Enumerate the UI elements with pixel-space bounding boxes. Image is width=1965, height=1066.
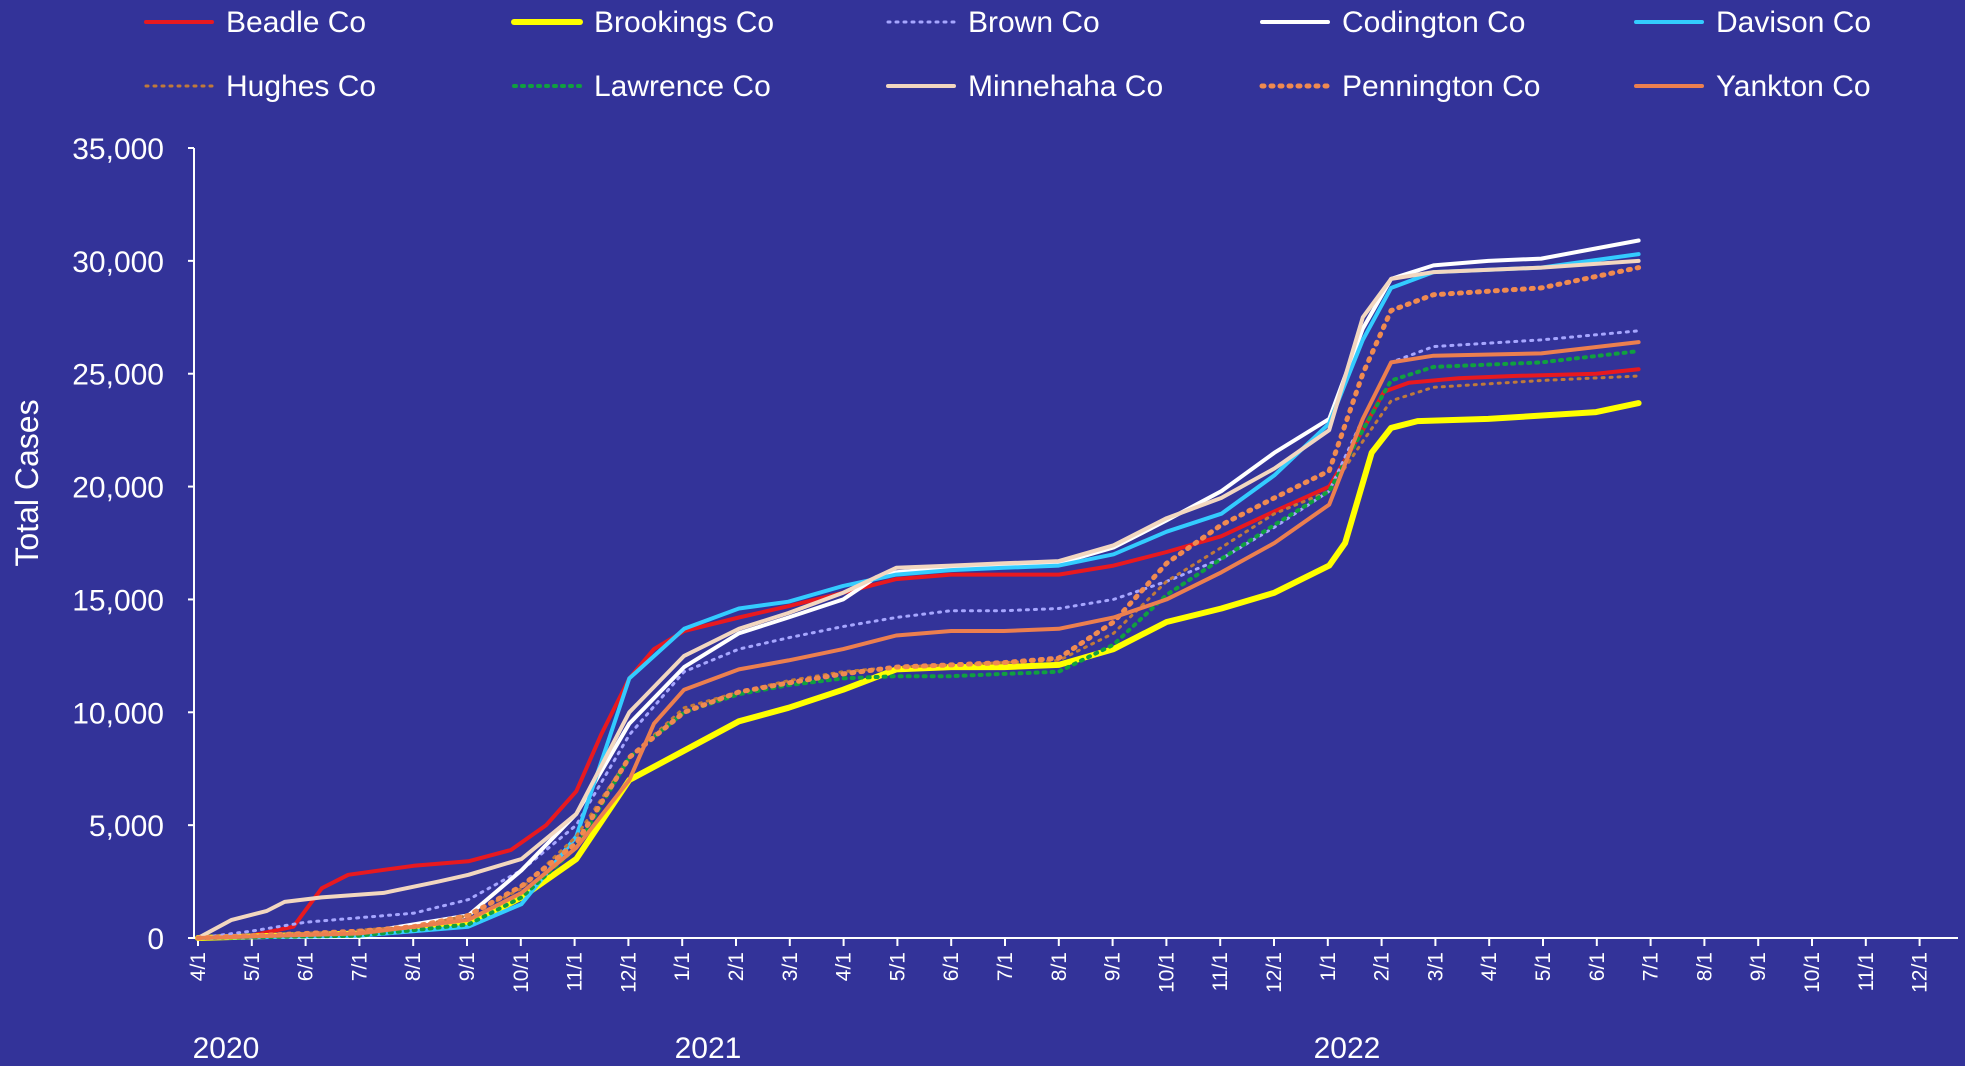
- legend: Beadle Co Brookings Co Brown Co Codington C…: [144, 6, 1871, 103]
- legend-label: Brown Co: [968, 6, 1100, 39]
- x-tick-label: 3/1: [779, 952, 802, 981]
- x-tick-label: 12/1: [617, 952, 640, 993]
- legend-label: Codington Co: [1342, 6, 1525, 39]
- x-tick-label: 5/1: [886, 952, 909, 981]
- x-tick-label: 9/1: [456, 952, 479, 981]
- series-line-beadle-co: [196, 367, 1641, 940]
- legend-label: Davison Co: [1716, 6, 1871, 39]
- legend-label: Lawrence Co: [594, 70, 771, 103]
- series-line-lawrence-co: [196, 349, 1641, 940]
- legend-label: Hughes Co: [226, 70, 376, 103]
- x-tick-label: 11/1: [564, 952, 587, 991]
- x-tick-label: 7/1: [994, 952, 1017, 981]
- series-line-davison-co: [196, 252, 1641, 940]
- y-tick-label: 20,000: [72, 472, 164, 505]
- plot-area: [195, 238, 1642, 941]
- x-tick-label: 12/1: [1263, 952, 1286, 993]
- x-tick-label: 8/1: [1693, 952, 1716, 981]
- y-tick-label: 0: [147, 923, 164, 956]
- series-line-minnehaha-co: [196, 258, 1641, 940]
- x-tick-label: 2/1: [1371, 952, 1394, 981]
- x-tick-label: 9/1: [1102, 952, 1125, 981]
- y-tick-label: 15,000: [72, 584, 164, 617]
- y-tick-label: 35,000: [72, 133, 164, 166]
- x-ticks: 4/1 5/1 6/1 7/1 8/1 9/1 10/1 11/1 12/1 1/1 2/1 3/1 4…: [187, 938, 1932, 993]
- x-tick-label: 10/1: [510, 952, 533, 993]
- x-tick-label: 12/1: [1909, 952, 1932, 993]
- x-tick-label: 7/1: [1640, 952, 1663, 981]
- x-tick-label: 5/1: [241, 952, 264, 981]
- series-line-codington-co: [196, 238, 1641, 940]
- x-tick-label: 6/1: [940, 952, 963, 981]
- y-axis-title: Total Cases: [9, 399, 45, 566]
- x-tick-label: 2/1: [725, 952, 748, 981]
- x-tick-label: 7/1: [348, 952, 371, 981]
- y-ticks: 0 5,000 10,000 15,000 20,000 25,000 30,000 35,0…: [72, 133, 194, 956]
- x-tick-label: 10/1: [1155, 952, 1178, 993]
- x-tick-label: 3/1: [1424, 952, 1447, 981]
- y-tick-label: 10,000: [72, 697, 164, 730]
- legend-label: Pennington Co: [1342, 70, 1541, 103]
- legend-label: Yankton Co: [1716, 70, 1871, 103]
- axes: Total Cases: [9, 148, 1958, 939]
- x-tick-label: 6/1: [295, 952, 318, 981]
- x-tick-label: 6/1: [1586, 952, 1609, 981]
- series-line-brookings-co: [195, 400, 1642, 941]
- x-tick-label: 11/1: [1855, 952, 1878, 991]
- x-tick-label: 1/1: [671, 952, 694, 981]
- x-tick-label: 4/1: [833, 952, 856, 981]
- x-tick-label: 4/1: [187, 952, 210, 981]
- x-tick-label: 9/1: [1747, 952, 1770, 981]
- x-tick-label: 4/1: [1478, 952, 1501, 981]
- x-tick-label: 10/1: [1801, 952, 1824, 993]
- y-tick-label: 30,000: [72, 246, 164, 279]
- series-line-brown-co: [196, 329, 1641, 940]
- legend-label: Brookings Co: [594, 6, 774, 39]
- y-tick-label: 25,000: [72, 359, 164, 392]
- year-labels: 2020 2021 2022: [193, 1032, 1381, 1065]
- x-tick-label: 1/1: [1317, 952, 1340, 981]
- legend-label: Beadle Co: [226, 6, 366, 39]
- series-line-yankton-co: [196, 340, 1641, 940]
- legend-label: Minnehaha Co: [968, 70, 1163, 103]
- y-tick-label: 5,000: [89, 810, 164, 843]
- x-tick-label: 8/1: [1048, 952, 1071, 981]
- year-label: 2020: [193, 1032, 260, 1065]
- x-tick-label: 5/1: [1532, 952, 1555, 981]
- series-line-pennington-co: [195, 265, 1642, 941]
- year-label: 2022: [1314, 1032, 1381, 1065]
- series-line-hughes-co: [196, 374, 1641, 940]
- x-tick-label: 11/1: [1209, 952, 1232, 991]
- year-label: 2021: [675, 1032, 742, 1065]
- x-tick-label: 8/1: [402, 952, 425, 981]
